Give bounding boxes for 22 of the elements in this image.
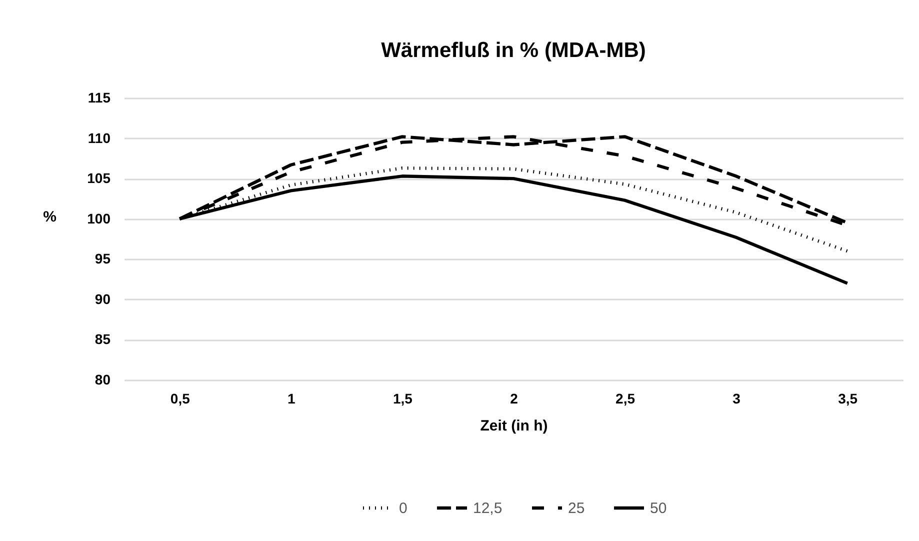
chart-title: Wärmefluß in % (MDA-MB): [381, 39, 646, 62]
y-tick-label: 110: [88, 130, 111, 146]
x-axis-title: Zeit (in h): [480, 418, 548, 434]
legend-label: 25: [568, 500, 585, 517]
y-tick-label: 115: [88, 90, 111, 106]
y-tick-label: 95: [94, 250, 111, 267]
y-tick-label: 80: [94, 372, 111, 388]
x-tick-label: 3: [732, 390, 741, 406]
legend-label: 50: [650, 500, 667, 517]
y-tick-label: 105: [87, 170, 111, 186]
x-tick-label: 0,5: [170, 390, 190, 406]
x-tick-label: 1: [288, 390, 296, 406]
y-tick-label: 100: [87, 210, 111, 226]
x-tick-label: 2: [510, 390, 518, 406]
y-tick-label: 90: [94, 290, 111, 307]
x-tick-label: 3,5: [838, 390, 858, 406]
x-tick-label: 2,5: [616, 390, 636, 406]
legend-label: 12,5: [473, 500, 502, 517]
y-tick-label: 85: [94, 331, 111, 348]
legend-label: 0: [399, 500, 408, 517]
x-tick-label: 1,5: [392, 390, 413, 406]
y-axis-title: %: [43, 208, 56, 226]
